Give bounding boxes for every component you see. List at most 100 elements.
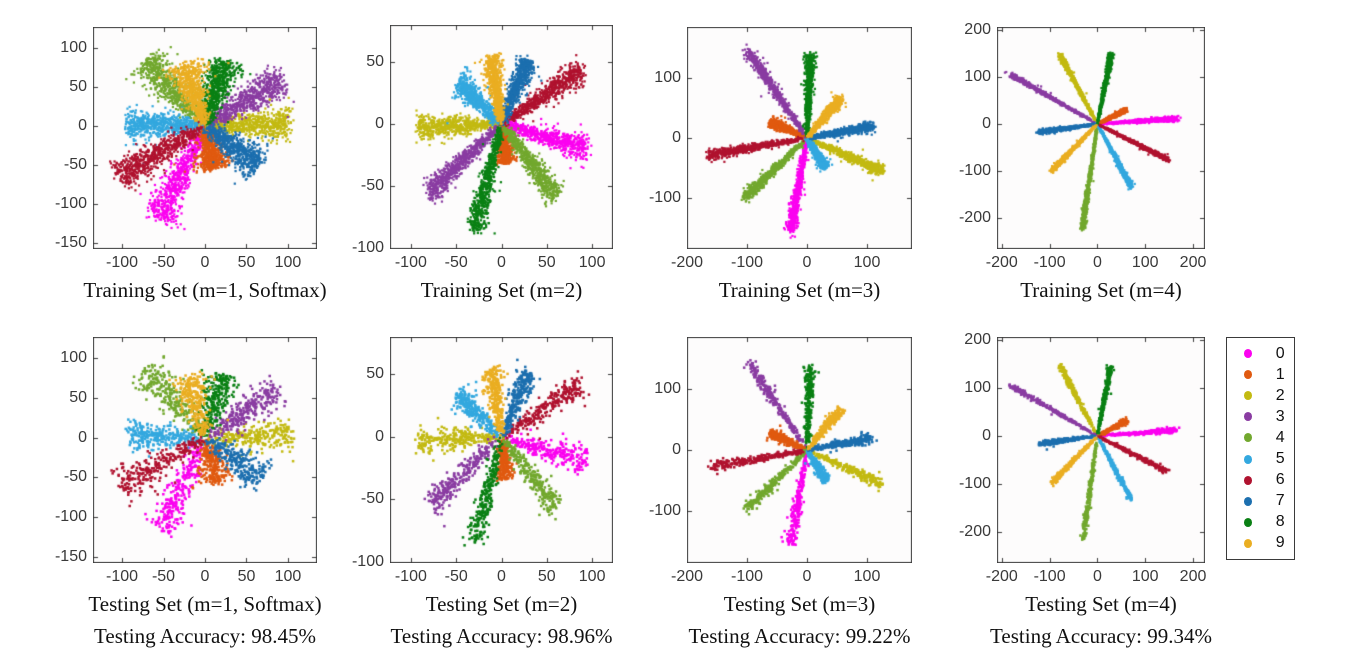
legend-item-3: 3 [1227, 408, 1294, 426]
y-tick-label: 100 [654, 379, 681, 397]
legend-label: 9 [1275, 534, 1285, 552]
x-tick-label: -50 [151, 568, 176, 585]
legend-marker-icon [1244, 475, 1253, 485]
x-tick-label: -200 [670, 254, 704, 271]
y-tick-label: -50 [360, 176, 384, 194]
x-tick-label: 100 [853, 568, 881, 585]
y-tick-label: -100 [351, 552, 384, 570]
y-tick-label: -100 [54, 508, 87, 525]
plot-training-m4: -200 -100 0 100 200 200 100 0 -100 -200 Training S… [959, 21, 1206, 302]
plot-training-m3: -200 -100 0 100 100 0 -100 Training Set (m=3) [649, 27, 912, 302]
legend-label: 7 [1275, 492, 1285, 510]
scatter-canvas-testing-m4 [997, 337, 1205, 563]
y-tick-label: 200 [964, 20, 991, 38]
legend-label: 1 [1275, 365, 1285, 383]
x-tick-label: 0 [497, 254, 506, 271]
y-tick-label: 100 [964, 67, 991, 85]
legend-label: 4 [1275, 428, 1285, 446]
x-tick-label: 100 [274, 568, 302, 585]
accuracy-caption: Testing Accuracy: 99.34% [990, 624, 1212, 648]
scatter-canvas-training-m1 [93, 27, 317, 249]
legend-label: 2 [1275, 386, 1285, 404]
legend-label: 5 [1275, 450, 1285, 468]
plot-title: Training Set (m=4) [1020, 278, 1182, 302]
x-tick-label: 100 [578, 568, 606, 585]
y-tick-label: 0 [982, 115, 991, 133]
x-tick-label: 0 [200, 568, 210, 585]
x-tick-label: 200 [1179, 254, 1207, 271]
y-tick-label: -150 [54, 547, 87, 565]
y-tick-label: 0 [672, 129, 681, 146]
x-tick-label: -200 [670, 568, 704, 585]
x-tick-label: -100 [730, 254, 764, 271]
y-tick-label: -200 [958, 522, 991, 540]
y-tick-label: 100 [60, 349, 87, 367]
y-tick-label: 50 [69, 389, 87, 407]
scatter-canvas-testing-m1 [93, 337, 317, 563]
y-tick-label: 0 [78, 116, 87, 134]
y-tick-label: -100 [648, 502, 681, 520]
scatter-canvas-training-m4 [997, 27, 1205, 249]
accuracy-caption: Testing Accuracy: 98.96% [390, 624, 613, 648]
legend-label: 0 [1275, 344, 1285, 362]
legend-marker-icon [1244, 391, 1253, 401]
x-tick-label: 0 [1092, 568, 1102, 585]
legend-marker-icon [1244, 496, 1253, 506]
x-tick-label: -100 [394, 254, 427, 271]
legend-item-1: 1 [1227, 366, 1294, 384]
y-tick-label: -50 [63, 155, 87, 173]
y-tick-label: 100 [654, 69, 681, 86]
x-tick-label: 0 [497, 568, 506, 585]
x-tick-label: 100 [274, 254, 302, 271]
accuracy-caption: Testing Accuracy: 99.22% [688, 624, 911, 648]
legend-item-8: 8 [1227, 513, 1294, 531]
y-tick-label: -100 [958, 474, 991, 492]
legend-item-9: 9 [1227, 534, 1294, 552]
x-tick-label: 100 [1131, 254, 1159, 271]
y-tick-label: -100 [54, 194, 87, 212]
x-tick-label: 50 [537, 568, 556, 585]
legend-label: 3 [1275, 407, 1285, 425]
y-tick-label: 50 [366, 53, 384, 71]
plot-testing-m4: -200 -100 0 100 200 200 100 0 -100 -200 Testing Se… [959, 331, 1212, 648]
x-tick-label: -100 [730, 568, 764, 585]
legend-item-0: 0 [1227, 345, 1294, 363]
y-tick-label: 0 [375, 115, 384, 132]
legend-item-5: 5 [1227, 450, 1294, 468]
plot-title: Testing Set (m=4) [1025, 592, 1177, 616]
plot-title: Training Set (m=2) [420, 278, 583, 302]
scatter-canvas-training-m3 [687, 27, 912, 249]
x-tick-label: 0 [802, 568, 812, 585]
plot-title: Testing Set (m=2) [425, 592, 578, 616]
legend-marker-icon [1244, 412, 1253, 422]
y-tick-label: 0 [982, 426, 991, 444]
plot-title: Testing Set (m=1, Softmax) [88, 592, 322, 616]
x-tick-label: 50 [237, 254, 256, 271]
x-tick-label: 100 [1131, 568, 1159, 585]
y-tick-label: -100 [351, 238, 384, 256]
legend-marker-icon [1244, 454, 1253, 464]
y-tick-label: 0 [672, 441, 681, 458]
legend-label: 8 [1275, 513, 1285, 531]
y-tick-label: 200 [964, 330, 991, 348]
x-tick-label: -100 [394, 568, 427, 585]
y-tick-label: 100 [964, 378, 991, 396]
x-tick-label: -200 [985, 568, 1018, 585]
plot-training-m1: -100 -50 0 50 100 100 50 0 -50 -100 -150 Training S… [55, 27, 327, 302]
legend-item-2: 2 [1227, 387, 1294, 405]
x-tick-label: 50 [537, 254, 556, 271]
plot-title: Training Set (m=1, Softmax) [83, 278, 327, 302]
scatter-canvas-testing-m3 [687, 337, 912, 563]
x-tick-label: 0 [1092, 254, 1102, 271]
legend-item-4: 4 [1227, 429, 1294, 447]
y-tick-label: -200 [958, 209, 991, 227]
y-tick-label: -150 [54, 233, 87, 251]
legend-item-7: 7 [1227, 492, 1294, 510]
x-tick-label: -50 [444, 254, 468, 271]
x-tick-label: -100 [1033, 254, 1066, 271]
scatter-canvas-testing-m2 [390, 337, 613, 563]
y-tick-label: 50 [366, 365, 384, 383]
legend-marker-icon [1244, 370, 1253, 380]
x-tick-label: 50 [237, 568, 256, 585]
